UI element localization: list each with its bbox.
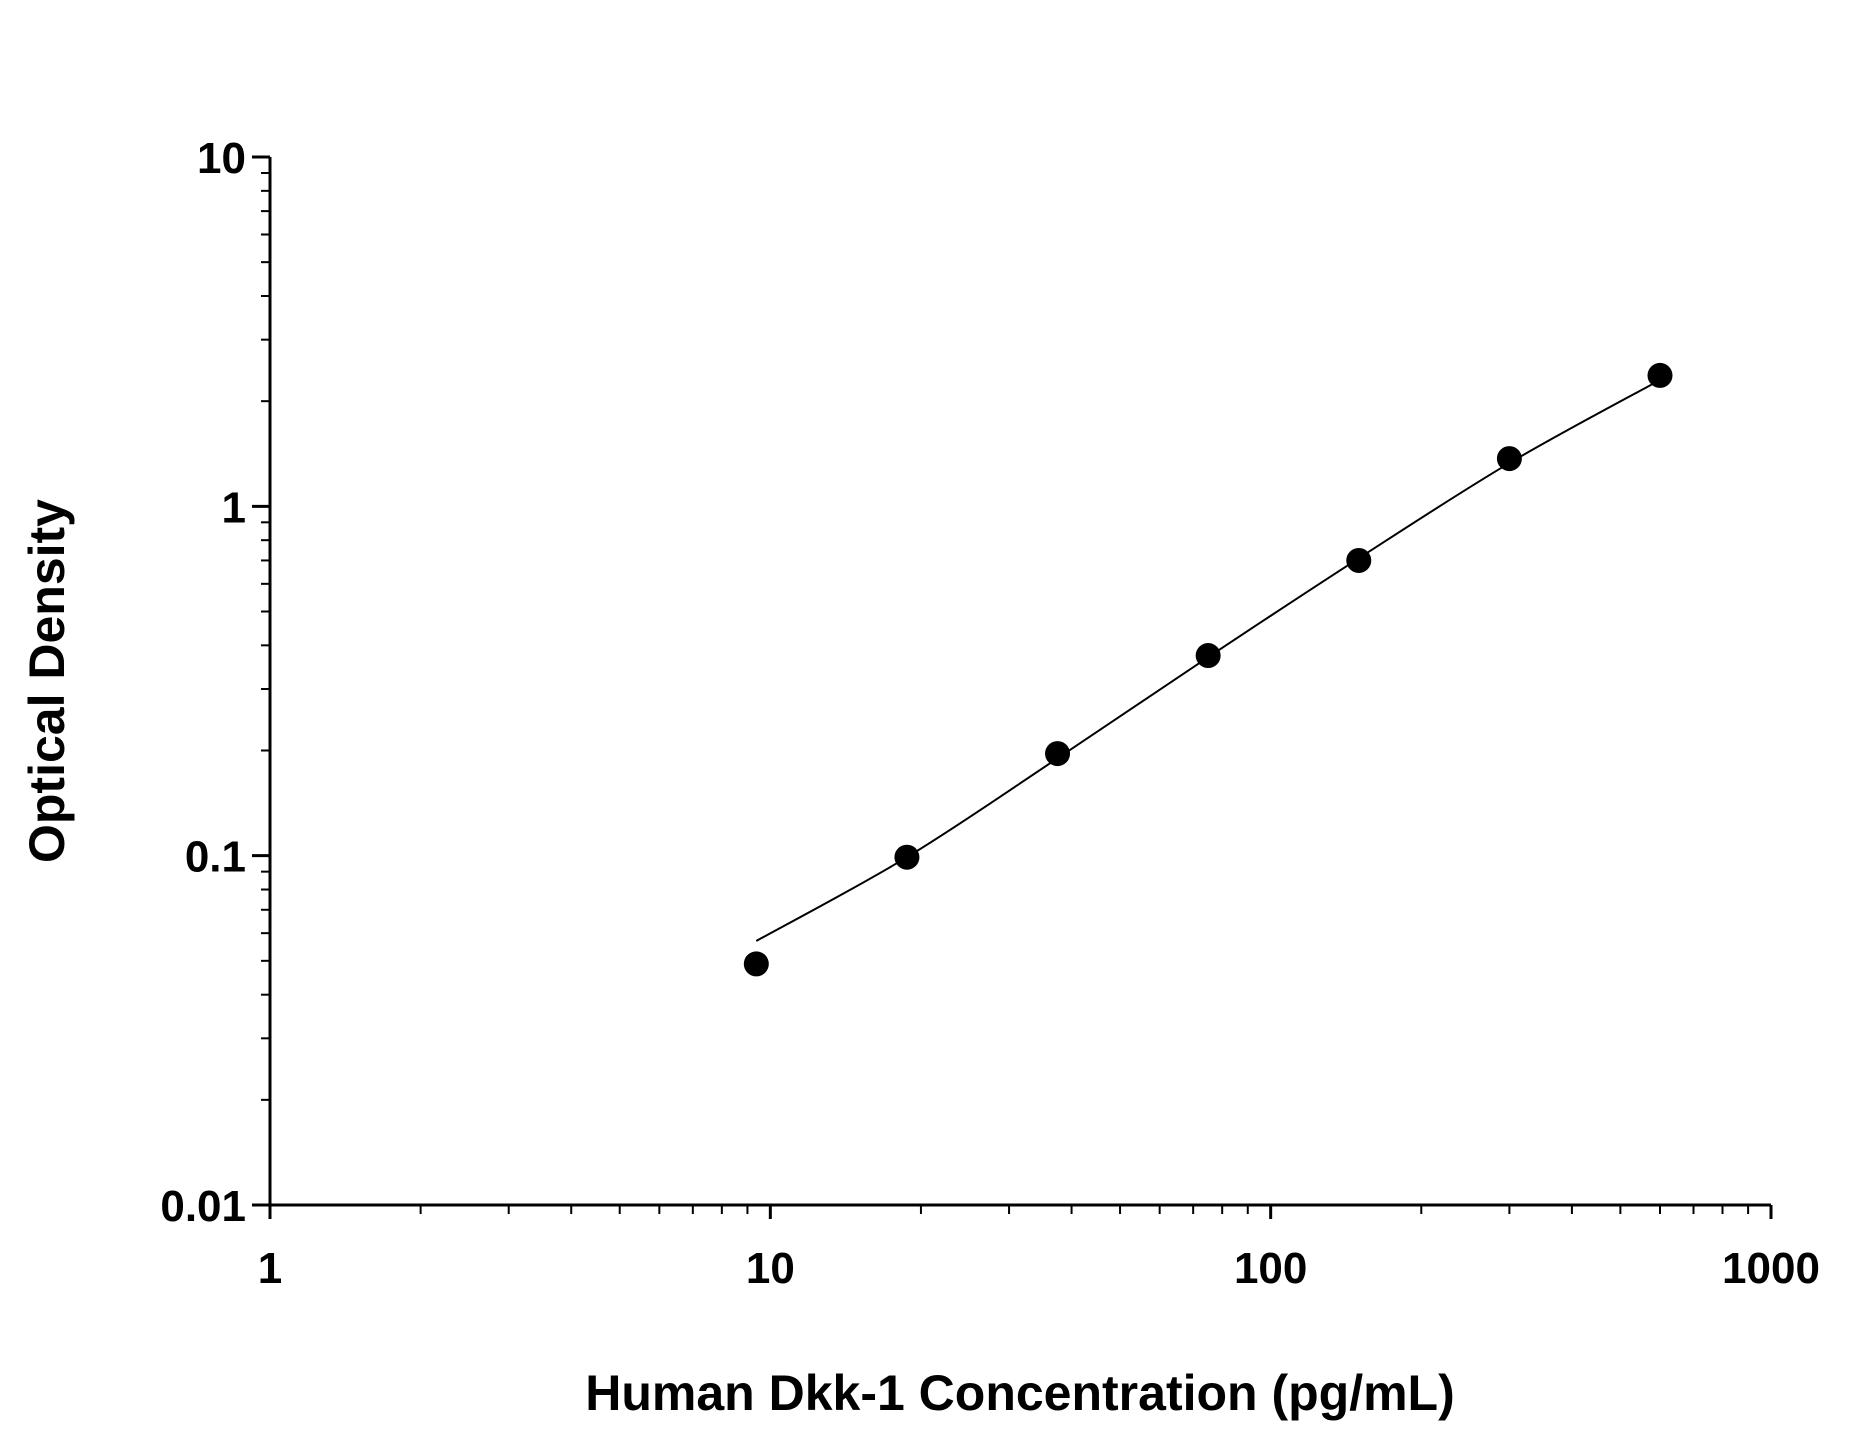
- y-tick-label: 0.01: [160, 1182, 246, 1231]
- data-point: [743, 951, 769, 977]
- axes: [252, 155, 1773, 1219]
- y-axis-title: Optical Density: [19, 499, 75, 863]
- x-axis-title: Human Dkk-1 Concentration (pg/mL): [585, 1365, 1454, 1421]
- data-point: [1346, 547, 1372, 573]
- x-tick-label: 100: [1234, 1244, 1307, 1293]
- x-tick-label: 1: [258, 1244, 282, 1293]
- data-point: [1045, 741, 1071, 767]
- data-point: [1496, 446, 1522, 472]
- data-point: [894, 844, 920, 870]
- data-points: [743, 362, 1673, 977]
- y-tick-label: 1: [222, 483, 246, 532]
- y-tick-label: 0.1: [185, 833, 246, 882]
- tick-labels: 1 10 100 1000 0.01 0.1 1 10: [160, 134, 1820, 1293]
- data-point: [1195, 643, 1221, 669]
- data-point: [1647, 362, 1673, 388]
- x-tick-label: 10: [746, 1244, 795, 1293]
- x-tick-label: 1000: [1722, 1244, 1820, 1293]
- y-tick-label: 10: [197, 134, 246, 183]
